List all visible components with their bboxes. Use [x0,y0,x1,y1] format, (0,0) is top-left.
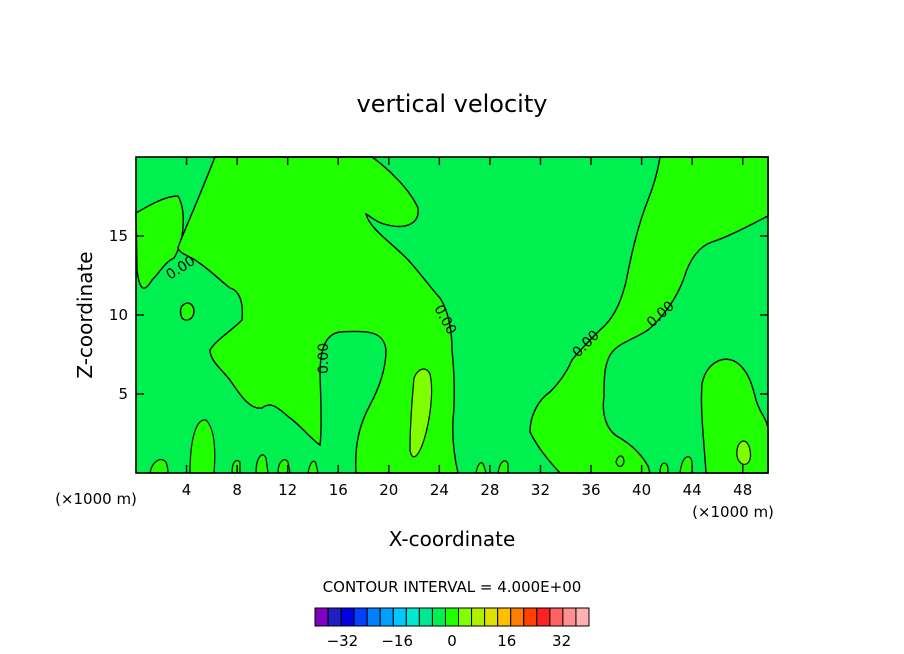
colorbar-swatch [444,607,460,627]
chart-title: vertical velocity [357,90,548,118]
x-unit-label-left: (×1000 m) [55,490,137,508]
colorbar-swatch [327,607,342,627]
colorbar-swatch [575,607,590,627]
x-tick-label: 40 [632,481,651,499]
x-tick-label: 32 [531,481,550,499]
x-tick-label: 12 [278,481,297,499]
x-tick-label: 28 [480,481,499,499]
colorbar-swatch [366,607,381,627]
y-axis-label: Z-coordinate [73,251,97,378]
colorbar-swatch [549,607,564,627]
bottom-bumps [149,419,693,474]
contour-label: 0.00 [316,343,332,374]
colorbar-swatch [392,607,407,627]
colorbar-swatch [418,607,433,627]
colorbar-swatch [562,607,577,627]
y-tick-label: 15 [109,227,128,245]
region-right-positive [529,156,769,474]
region-core-x48 [736,440,752,465]
colorbar-swatch [379,607,394,627]
colorbar-swatch [405,607,420,627]
region-right-lower-blob [700,358,769,474]
x-tick-label: 24 [430,481,449,499]
colorbar-tick-label: 0 [447,632,457,650]
colorbar-tick-label: 16 [497,632,516,650]
colorbar-swatch [458,607,473,627]
x-tick-label: 36 [581,481,600,499]
region-left-blob [179,302,195,321]
colorbar-swatch [523,607,538,627]
y-tick-label: 5 [118,385,128,403]
colorbar-tick-label: −32 [327,632,359,650]
colorbar-swatch [353,607,368,627]
colorbar-swatch [431,607,446,627]
colorbar-swatch [314,607,329,627]
colorbar-swatch [340,607,355,627]
y-tick-label: 10 [109,306,128,324]
colorbar-swatch [497,607,512,627]
x-tick-label: 4 [182,481,192,499]
region-left-positive-main [177,156,459,474]
x-tick-label: 20 [379,481,398,499]
colorbar-tick-labels: −32 −16 0 16 32 [327,632,572,650]
x-tick-label: 16 [329,481,348,499]
y-axis-ticks: 5 10 15 [109,227,768,403]
colorbar [314,607,590,627]
x-axis-label: X-coordinate [389,527,516,551]
x-tick-label: 8 [232,481,242,499]
region-left-positive [135,195,184,289]
plot-area: 0.00 0.00 0.00 0.00 0.00 [135,156,769,474]
colorbar-swatch [536,607,551,627]
colorbar-tick-label: 32 [552,632,571,650]
region-core-x22 [409,368,433,458]
contour-interval-label: CONTOUR INTERVAL = 4.000E+00 [323,578,582,596]
colorbar-tick-label: −16 [381,632,413,650]
colorbar-swatch [471,607,486,627]
colorbar-swatch [510,607,525,627]
x-tick-label: 44 [683,481,702,499]
x-axis-ticks: 4 8 12 16 20 24 28 32 36 40 44 48 [182,157,752,499]
colorbar-swatch [484,607,499,627]
y-unit-label-right: (×1000 m) [692,503,774,521]
x-tick-label: 48 [733,481,752,499]
